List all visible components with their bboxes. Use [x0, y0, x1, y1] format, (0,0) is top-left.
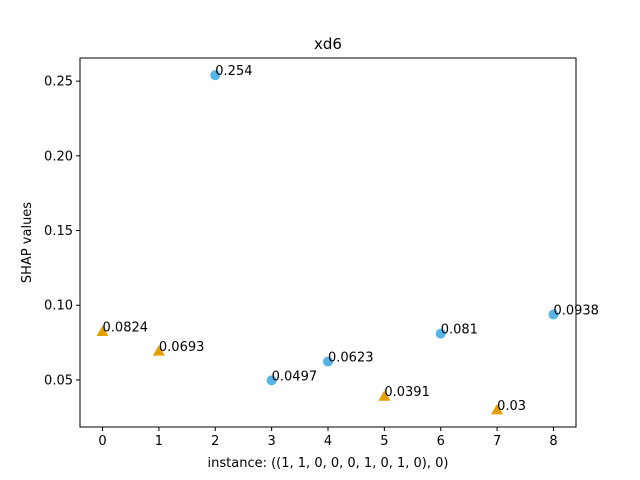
data-point-circle — [435, 328, 446, 339]
data-point-triangle — [152, 345, 165, 356]
data-point-triangle — [491, 403, 504, 415]
data-point-circle — [323, 356, 333, 367]
x-tick-label: 2 — [211, 434, 219, 449]
data-point-circle — [210, 70, 221, 81]
data-label: 0.0693 — [159, 340, 205, 355]
y-axis-ticks: 0.05 0.10 0.15 0.20 0.25 — [44, 75, 80, 388]
data-point-circle — [548, 309, 559, 320]
x-axis-ticks: 0 1 2 3 4 5 6 7 8 — [98, 427, 558, 449]
data-points — [96, 70, 559, 415]
x-tick-label: 6 — [437, 434, 445, 449]
data-label: 0.0497 — [272, 369, 318, 384]
data-label: 0.03 — [497, 399, 526, 414]
plot-frame — [79, 57, 577, 428]
data-label: 0.0391 — [384, 385, 430, 400]
x-tick-label: 1 — [155, 434, 163, 449]
x-axis-label: instance: ((1, 1, 0, 0, 0, 1, 0, 1, 0), … — [208, 456, 449, 471]
chart-title: xd6 — [314, 35, 342, 53]
data-point-triangle — [96, 325, 109, 337]
x-tick-label: 0 — [98, 434, 106, 449]
data-point-triangle — [378, 390, 391, 401]
y-tick-label: 0.20 — [44, 149, 73, 164]
data-label: 0.081 — [441, 323, 478, 338]
y-tick-label: 0.15 — [44, 224, 73, 239]
x-tick-label: 5 — [380, 434, 388, 449]
data-labels: 0.2540.04970.06230.0810.09380.08240.0693… — [103, 64, 599, 414]
y-axis-label: SHAP values — [20, 202, 35, 283]
x-tick-label: 8 — [549, 434, 557, 449]
data-label: 0.0824 — [103, 321, 149, 336]
x-tick-label: 3 — [267, 434, 275, 449]
data-label: 0.0623 — [328, 351, 374, 366]
x-tick-label: 4 — [324, 434, 332, 449]
y-tick-label: 0.05 — [44, 373, 73, 388]
data-point-circle — [266, 375, 277, 386]
y-tick-label: 0.10 — [44, 299, 73, 314]
data-label: 0.254 — [215, 64, 252, 79]
y-tick-label: 0.25 — [44, 75, 73, 90]
x-tick-label: 7 — [493, 434, 501, 449]
